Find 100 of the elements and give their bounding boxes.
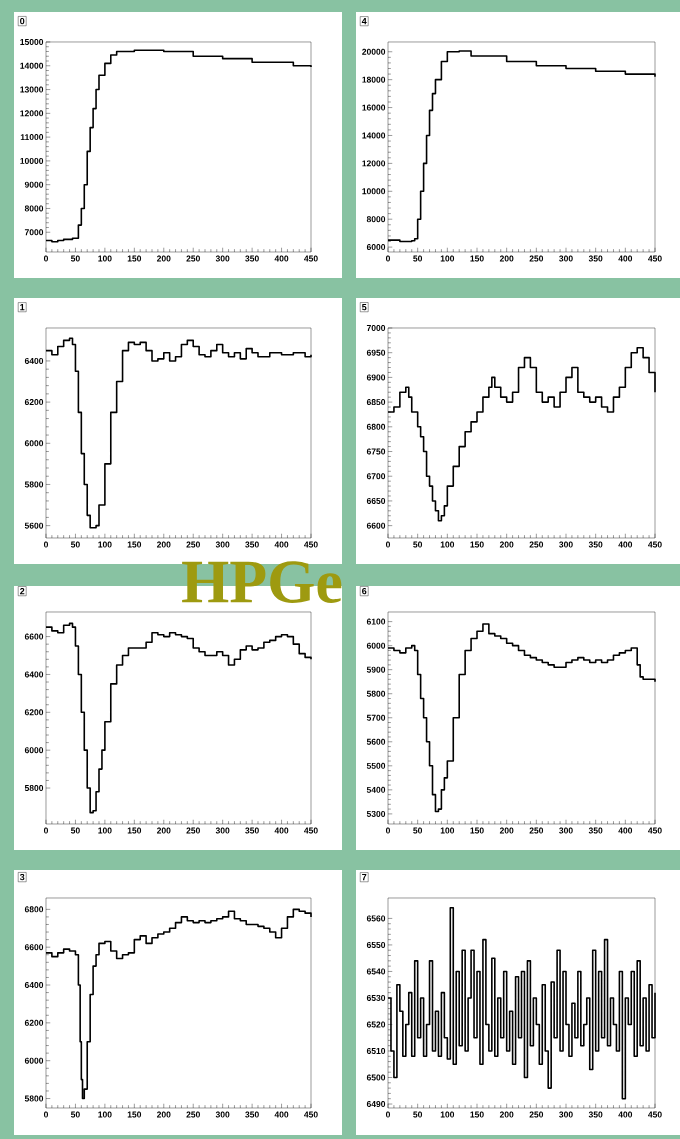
y-tick-label: 6000 — [24, 1057, 44, 1064]
x-tick-label: 250 — [186, 1111, 200, 1118]
y-tick-label: 6900 — [366, 374, 386, 381]
y-tick-label: 9000 — [24, 181, 44, 188]
x-tick-label: 100 — [440, 1111, 455, 1118]
y-tick-label: 12000 — [362, 160, 386, 167]
x-tick-label: 250 — [529, 255, 544, 262]
chart-title: 1 — [20, 304, 25, 311]
x-tick-label: 200 — [156, 541, 171, 548]
x-tick-label: 0 — [385, 255, 391, 262]
chart-title: 5 — [361, 304, 367, 311]
x-tick-label: 50 — [70, 255, 80, 262]
x-tick-label: 350 — [245, 255, 259, 262]
x-tick-label: 250 — [186, 255, 200, 262]
y-tick-label: 10000 — [362, 188, 386, 195]
x-tick-label: 200 — [499, 827, 514, 834]
y-tick-label: 5800 — [24, 785, 44, 792]
x-tick-label: 0 — [385, 1111, 391, 1118]
y-tick-label: 6560 — [366, 915, 386, 922]
y-tick-label: 6650 — [366, 497, 386, 504]
x-tick-label: 200 — [156, 1111, 171, 1118]
y-tick-label: 12000 — [20, 110, 44, 117]
chart-title: 4 — [361, 18, 367, 25]
x-tick-label: 150 — [470, 255, 484, 262]
y-tick-label: 6800 — [366, 423, 386, 430]
y-tick-label: 6950 — [366, 349, 386, 356]
y-tick-label: 7000 — [24, 229, 44, 236]
y-tick-label: 5400 — [366, 786, 386, 793]
x-tick-label: 50 — [70, 1111, 80, 1118]
x-tick-label: 300 — [215, 541, 230, 548]
y-tick-label: 15000 — [20, 38, 44, 45]
x-tick-label: 0 — [43, 1111, 49, 1118]
y-tick-label: 7000 — [366, 324, 386, 331]
y-tick-label: 5700 — [366, 714, 386, 721]
y-tick-label: 6200 — [24, 1019, 44, 1026]
y-tick-label: 6000 — [366, 642, 386, 649]
x-tick-label: 0 — [385, 827, 391, 834]
y-tick-label: 5800 — [366, 690, 386, 697]
x-tick-label: 300 — [559, 255, 573, 262]
x-tick-label: 0 — [43, 541, 49, 548]
x-tick-label: 250 — [186, 827, 200, 834]
x-tick-label: 450 — [648, 255, 662, 262]
x-tick-label: 450 — [648, 827, 662, 834]
x-tick-label: 350 — [588, 541, 603, 548]
y-tick-label: 14000 — [20, 62, 44, 69]
y-tick-label: 5800 — [24, 481, 44, 488]
x-tick-label: 100 — [440, 255, 455, 262]
y-tick-label: 6200 — [24, 709, 44, 716]
x-tick-label: 450 — [304, 1111, 318, 1118]
y-tick-label: 6800 — [24, 906, 44, 913]
y-tick-label: 6600 — [24, 944, 44, 951]
y-tick-label: 5300 — [366, 810, 386, 817]
x-tick-label: 200 — [156, 827, 171, 834]
y-tick-label: 6500 — [366, 1074, 386, 1081]
x-tick-label: 300 — [215, 1111, 230, 1118]
x-tick-label: 400 — [618, 255, 633, 262]
chart-title: 3 — [19, 873, 25, 881]
y-tick-label: 6000 — [24, 440, 44, 447]
x-tick-label: 150 — [127, 255, 142, 262]
x-tick-label: 50 — [413, 827, 423, 834]
y-tick-label: 18000 — [362, 76, 386, 83]
x-tick-label: 0 — [43, 827, 49, 834]
x-tick-label: 300 — [559, 541, 573, 548]
y-tick-label: 5900 — [366, 666, 386, 673]
y-tick-label: 6550 — [366, 941, 386, 948]
x-tick-label: 100 — [98, 1111, 112, 1118]
x-tick-label: 400 — [618, 827, 633, 834]
x-tick-label: 150 — [127, 827, 142, 834]
y-tick-label: 6200 — [24, 399, 44, 406]
chart-title: 2 — [20, 588, 25, 595]
x-tick-label: 50 — [70, 541, 80, 548]
x-tick-label: 150 — [470, 541, 484, 548]
x-tick-label: 50 — [413, 255, 423, 262]
y-tick-label: 6000 — [24, 747, 44, 754]
y-tick-label: 20000 — [362, 48, 386, 55]
x-tick-label: 0 — [43, 255, 49, 262]
x-tick-label: 400 — [618, 541, 633, 548]
x-tick-label: 250 — [529, 541, 544, 548]
x-tick-label: 350 — [245, 827, 259, 834]
chart-title: 0 — [20, 17, 25, 25]
x-tick-label: 250 — [529, 827, 544, 834]
y-tick-label: 6600 — [24, 633, 44, 640]
x-tick-label: 250 — [529, 1111, 544, 1118]
x-tick-label: 300 — [559, 827, 573, 834]
x-tick-label: 450 — [304, 541, 318, 548]
y-tick-label: 14000 — [362, 132, 386, 139]
x-tick-label: 100 — [98, 541, 112, 548]
x-tick-label: 100 — [98, 255, 112, 262]
y-tick-label: 5800 — [24, 1095, 44, 1102]
y-tick-label: 6850 — [366, 399, 386, 406]
x-tick-label: 400 — [274, 1111, 289, 1118]
x-tick-label: 150 — [470, 1111, 484, 1118]
x-tick-label: 350 — [588, 255, 603, 262]
y-tick-label: 6540 — [366, 968, 386, 975]
x-tick-label: 50 — [413, 1111, 423, 1118]
x-tick-label: 200 — [156, 255, 171, 262]
x-tick-label: 150 — [470, 827, 484, 834]
x-tick-label: 400 — [618, 1111, 633, 1118]
x-tick-label: 50 — [413, 541, 423, 548]
x-tick-label: 350 — [245, 541, 259, 548]
